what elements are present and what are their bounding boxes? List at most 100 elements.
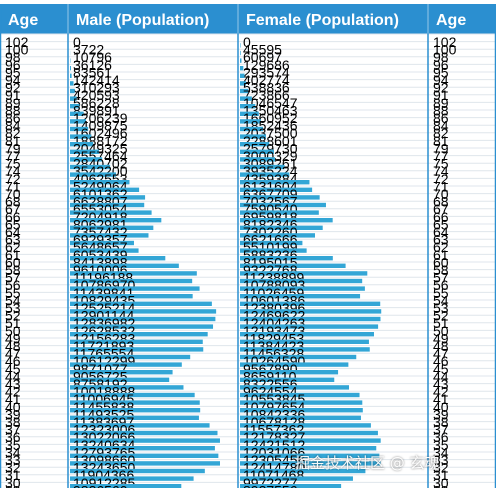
age-label: 55 (5, 285, 21, 301)
female-value: 45595 (243, 42, 282, 58)
age-label: 42 (5, 384, 21, 400)
male-bar (70, 218, 162, 223)
age-label: 98 (5, 49, 21, 65)
age-label-right: 51 (433, 315, 449, 331)
age-label: 62 (5, 239, 21, 255)
age-label-right: 71 (433, 178, 449, 194)
male-value: 36126 (73, 57, 112, 73)
male-value: 142414 (73, 72, 120, 88)
female-bar (240, 66, 244, 71)
age-label-right: 38 (433, 414, 449, 430)
male-bar (70, 438, 220, 443)
female-bar (240, 164, 285, 170)
age-label: 86 (5, 110, 21, 126)
male-bar (70, 104, 80, 109)
age-label-right: 58 (433, 262, 449, 278)
male-value: 1206239 (73, 110, 128, 126)
age-label-right: 81 (433, 133, 449, 149)
header-cell (69, 4, 237, 34)
age-label-right: 34 (433, 444, 449, 460)
age-label-right: 86 (433, 110, 449, 126)
age-label: 77 (5, 148, 21, 164)
female-bar (240, 50, 241, 56)
age-label: 79 (5, 140, 21, 156)
age-label-right: 95 (433, 64, 449, 80)
male-bar (70, 423, 210, 428)
age-label-right: 77 (433, 148, 449, 164)
age-label: 57 (5, 270, 21, 286)
header-label: Age (8, 12, 38, 29)
age-label: 68 (5, 194, 21, 210)
female-bar (240, 126, 264, 132)
female-bar (240, 210, 319, 215)
female-bar (240, 484, 342, 488)
male-value: 586228 (73, 95, 120, 111)
female-value: 723866 (243, 87, 290, 103)
male-value: 310293 (73, 80, 120, 96)
age-label: 92 (5, 80, 21, 96)
age-label: 70 (5, 186, 21, 202)
female-bar (240, 430, 378, 436)
female-bar (240, 354, 357, 360)
female-bar (240, 453, 380, 458)
age-label-right: 61 (433, 247, 449, 263)
age-label-right: 45 (433, 361, 449, 377)
age-label: 35 (5, 437, 21, 453)
age-label-right: 72 (433, 171, 449, 187)
male-bar (70, 370, 173, 375)
female-value: 8927556 (243, 482, 298, 488)
age-label: 44 (5, 368, 21, 384)
age-label: 34 (5, 444, 21, 460)
age-label-right: 91 (433, 87, 449, 103)
female-bar (240, 157, 275, 162)
age-label: 102 (5, 34, 29, 50)
age-label: 81 (5, 133, 21, 149)
age-label-right: 37 (433, 422, 449, 438)
age-label-right: 46 (433, 353, 449, 369)
male-bar (70, 453, 219, 458)
female-bar (240, 81, 247, 86)
age-label: 60 (5, 254, 21, 270)
male-bar (70, 81, 74, 86)
male-bar (70, 88, 75, 94)
male-bar (70, 309, 217, 314)
age-label: 56 (5, 277, 21, 293)
age-label: 50 (5, 323, 21, 339)
female-bar (240, 104, 256, 109)
male-bar (70, 461, 220, 466)
male-bar (70, 286, 200, 291)
male-bar (70, 157, 103, 162)
age-label-right: 29 (433, 482, 449, 488)
male-bar (70, 210, 152, 215)
female-bar (240, 316, 381, 322)
female-bar (240, 461, 381, 466)
male-bar (70, 202, 145, 208)
male-value: 839891 (73, 102, 120, 118)
age-label: 54 (5, 292, 21, 308)
male-bar (70, 134, 92, 139)
male-bar (70, 119, 86, 124)
male-bar (70, 271, 197, 276)
age-label-right: 53 (433, 300, 449, 316)
header-cell (1, 4, 67, 34)
age-label: 33 (5, 452, 21, 468)
female-bar (240, 370, 339, 375)
female-bar (240, 271, 368, 276)
age-label: 29 (5, 482, 21, 488)
age-label: 45 (5, 361, 21, 377)
age-label-right: 82 (433, 125, 449, 141)
age-label: 100 (5, 42, 29, 58)
male-bar (70, 240, 134, 246)
male-bar (70, 392, 195, 398)
female-bar (240, 73, 245, 78)
age-label-right: 50 (433, 323, 449, 339)
age-label-right: 31 (433, 467, 449, 483)
female-bar (240, 233, 315, 238)
age-label-right: 64 (433, 224, 449, 240)
age-label: 82 (5, 125, 21, 141)
age-label: 39 (5, 406, 21, 422)
male-bar (70, 225, 154, 230)
male-bar (70, 149, 99, 154)
age-label-right: 75 (433, 156, 449, 172)
male-bar (70, 415, 199, 420)
